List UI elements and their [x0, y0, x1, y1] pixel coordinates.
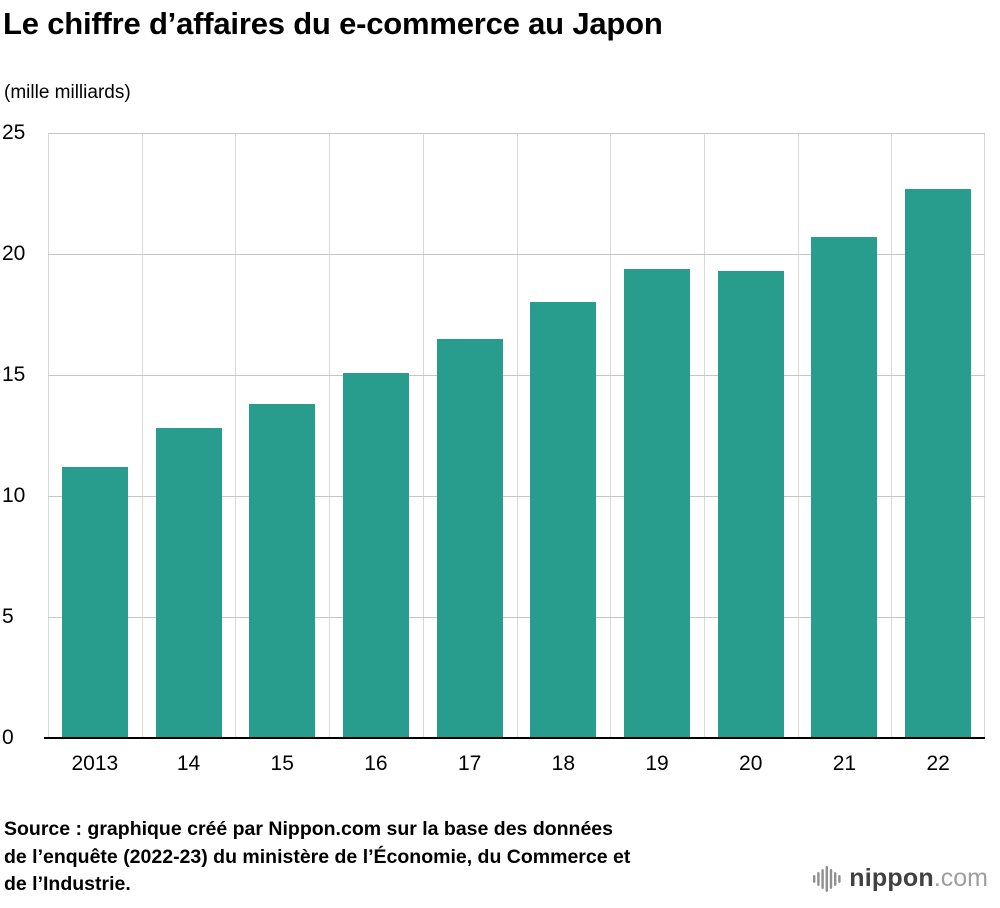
- vertical-gridline: [891, 133, 893, 738]
- y-axis-tick-label: 0: [2, 726, 14, 749]
- y-axis-tick-label: 5: [2, 605, 14, 628]
- horizontal-gridline: [48, 375, 985, 376]
- y-axis-unit-label: (mille milliards): [4, 82, 131, 103]
- vertical-gridline: [329, 133, 331, 738]
- x-axis-tick-label: 21: [832, 752, 857, 775]
- bar-18: [530, 302, 597, 738]
- x-axis-tick-label: 2013: [71, 752, 119, 775]
- bar-16: [342, 372, 409, 738]
- horizontal-gridline: [48, 617, 985, 618]
- logo-text: nippon.com: [849, 864, 988, 893]
- vertical-gridline: [141, 133, 143, 738]
- horizontal-gridline: [48, 254, 985, 255]
- source-note: Source : graphique créé par Nippon.com s…: [4, 816, 630, 899]
- x-axis-tick-label: 14: [176, 752, 201, 775]
- bar-20: [717, 270, 784, 738]
- bar-21: [811, 237, 878, 738]
- vertical-gridline: [610, 133, 612, 738]
- y-axis-tick-label: 15: [2, 363, 26, 386]
- bar-19: [624, 268, 691, 738]
- x-axis-tick-label: 15: [270, 752, 294, 775]
- x-axis-tick-label: 18: [551, 752, 576, 775]
- chart-title: Le chiffre d’affaires du e-commerce au J…: [3, 6, 663, 41]
- logo-suffix: .com: [933, 864, 988, 892]
- x-axis-tick-label: 22: [926, 752, 950, 775]
- x-axis-line: [44, 737, 985, 739]
- soundwave-icon: [812, 865, 842, 893]
- vertical-gridline: [422, 133, 424, 738]
- y-axis-tick-label: 20: [2, 242, 26, 265]
- nippon-logo: nippon.com: [812, 864, 988, 893]
- x-axis-tick-label: 17: [457, 752, 482, 775]
- bar-15: [249, 404, 316, 738]
- vertical-gridline: [516, 133, 518, 738]
- horizontal-gridline: [48, 133, 985, 134]
- y-axis-tick-label: 25: [2, 121, 26, 144]
- bar-17: [436, 338, 503, 738]
- x-axis-tick-label: 16: [364, 752, 388, 775]
- vertical-gridline: [984, 133, 985, 738]
- horizontal-gridline: [48, 496, 985, 497]
- source-line: de l’Industrie.: [4, 873, 131, 895]
- logo-name: nippon: [849, 864, 934, 892]
- source-line: de l’enquête (2022-23) du ministère de l…: [4, 845, 631, 868]
- x-axis-tick-label: 19: [645, 752, 669, 775]
- x-axis-tick-label: 20: [739, 752, 763, 775]
- bar-2013: [61, 466, 128, 738]
- bar-22: [905, 188, 972, 738]
- y-axis-tick-label: 10: [2, 484, 26, 507]
- source-line: Source : graphique créé par Nippon.com s…: [4, 818, 613, 840]
- vertical-gridline: [48, 133, 49, 738]
- bar-chart-plot-area: 0 5 10 15 20 25 2013 14 15 16 17 18 19 20 21 22: [2, 121, 985, 775]
- vertical-gridline: [235, 133, 237, 738]
- vertical-gridline: [703, 133, 705, 738]
- vertical-gridline: [797, 133, 799, 738]
- bar-14: [155, 428, 222, 738]
